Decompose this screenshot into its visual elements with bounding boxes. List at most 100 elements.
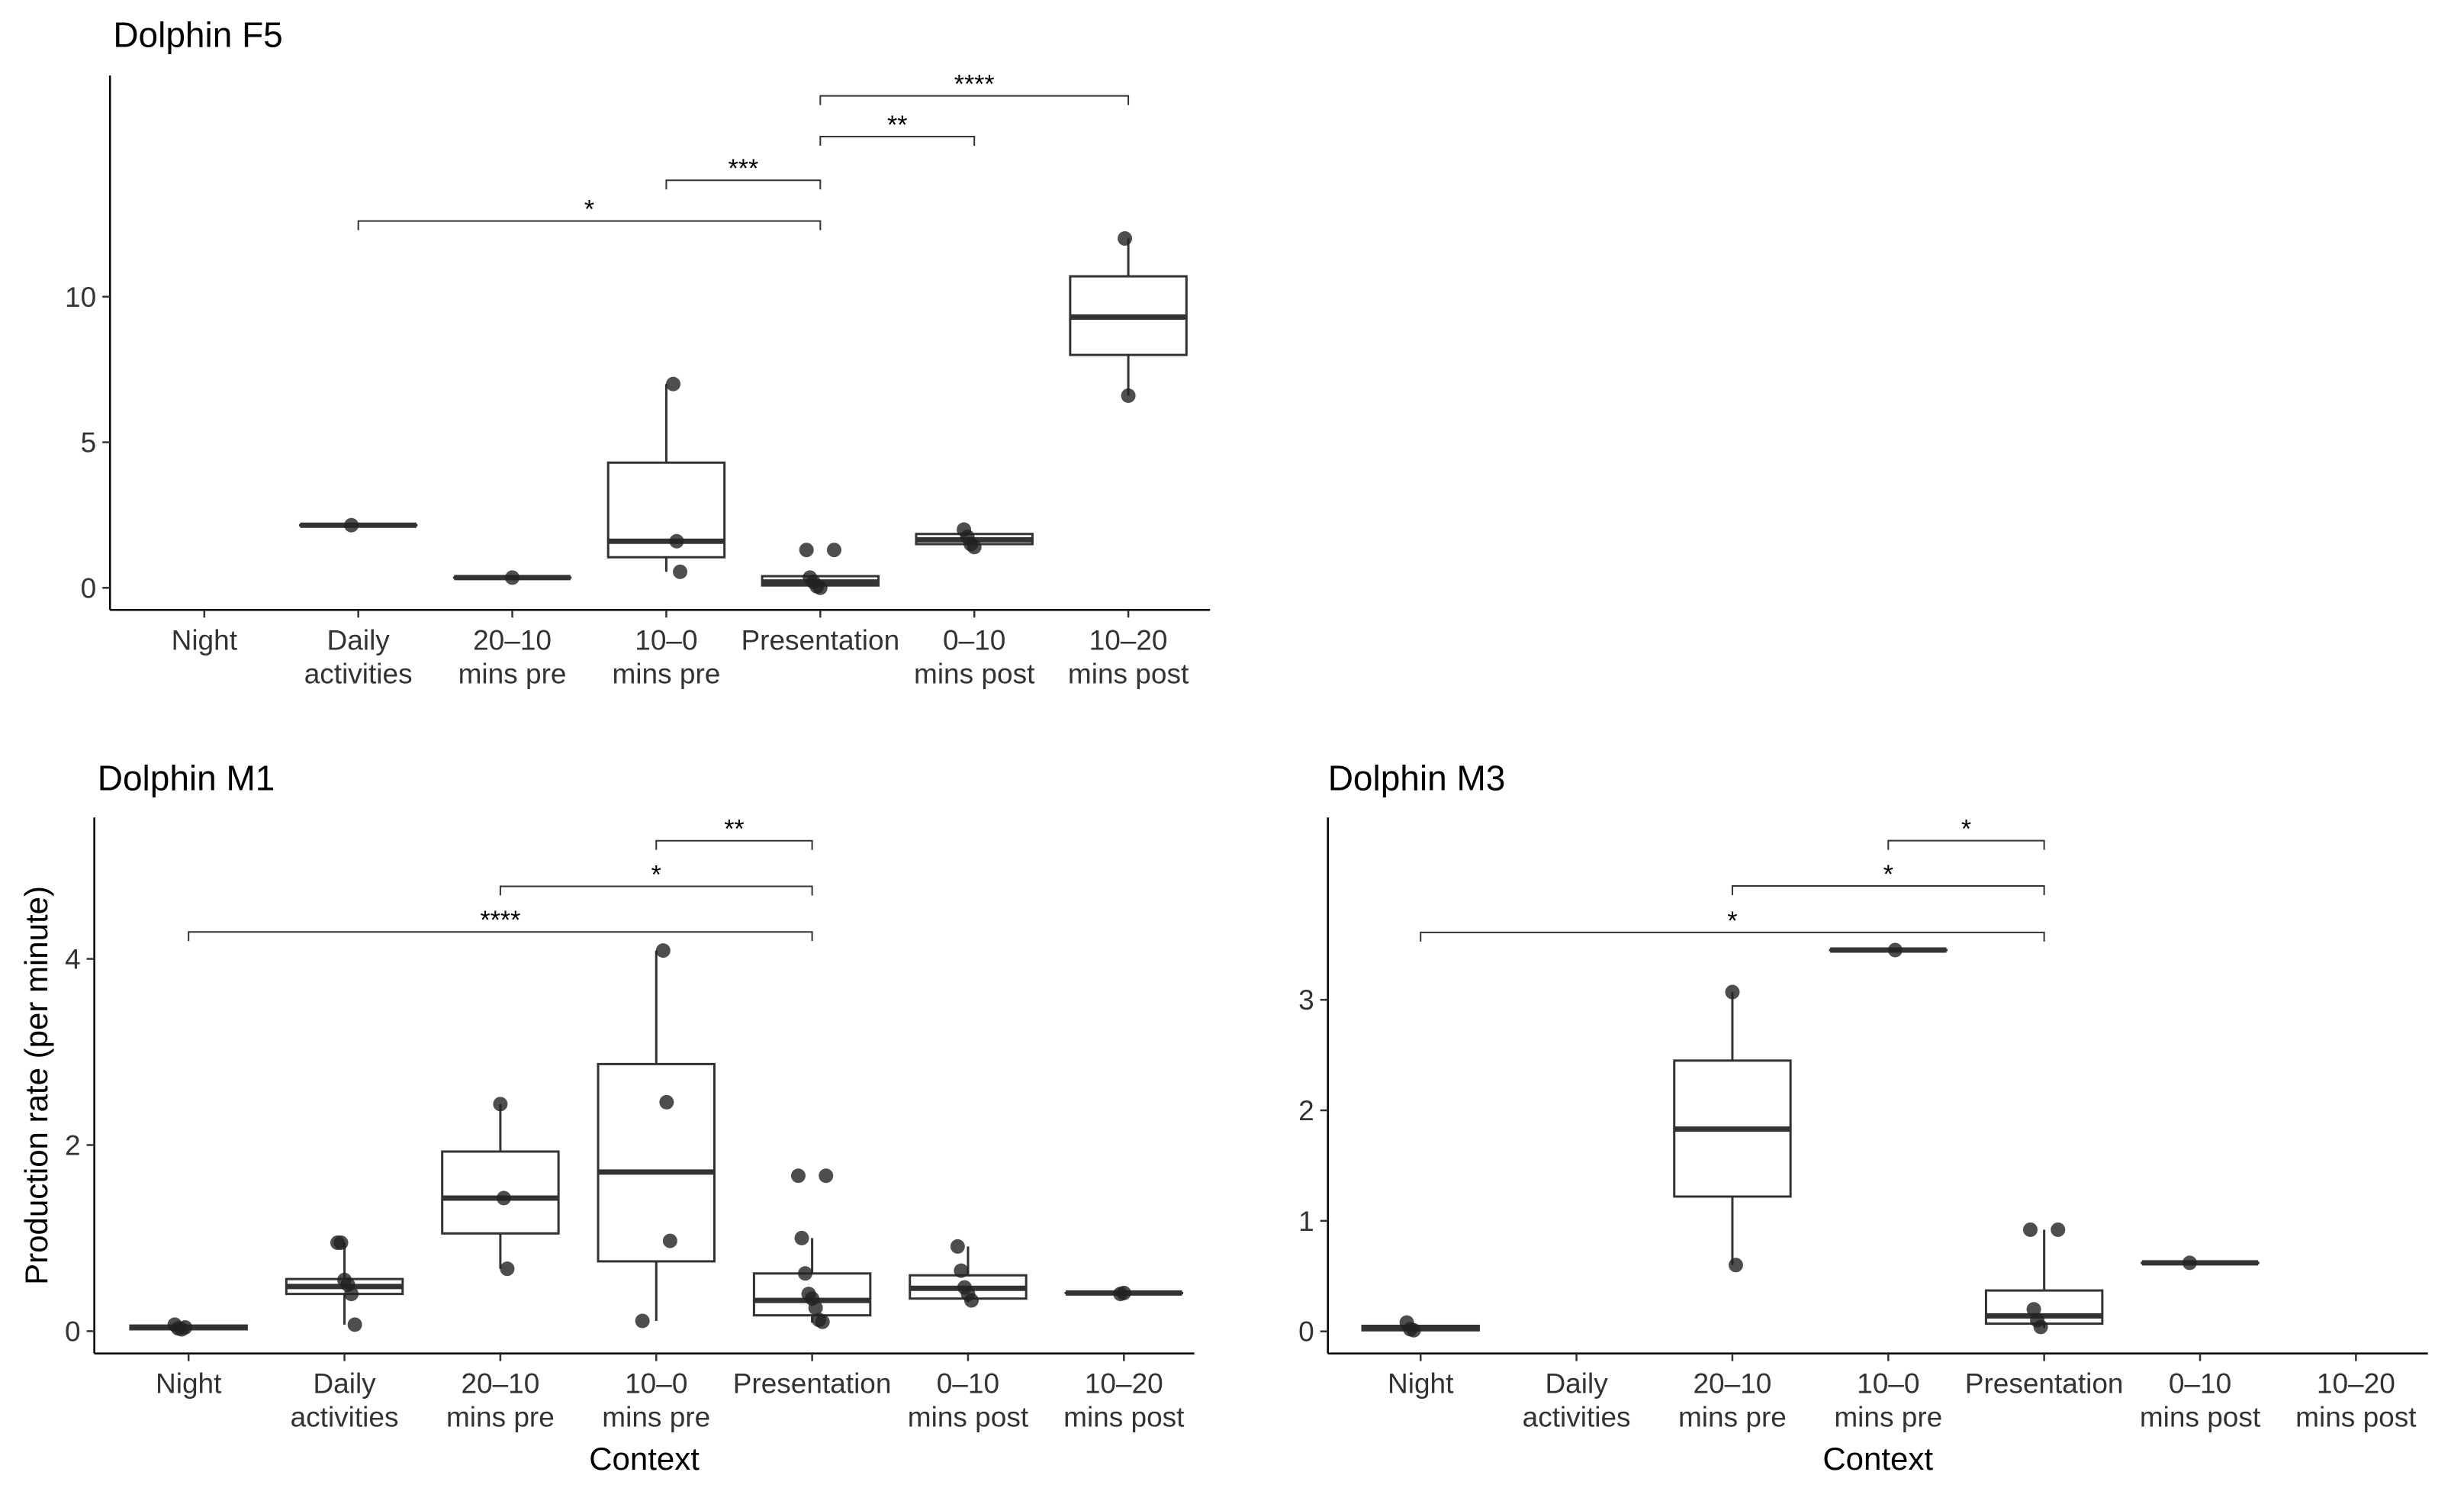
- label-line: mins post: [908, 1402, 1029, 1433]
- significance-label: *: [584, 195, 594, 224]
- data-point: [500, 1261, 515, 1277]
- y-tick-label: 0: [65, 1316, 81, 1347]
- y-tick-label: 2: [1298, 1095, 1314, 1126]
- x-tick-label: 0–10 mins post: [2140, 1368, 2261, 1433]
- significance-label: **: [887, 111, 907, 140]
- data-point: [2182, 1255, 2197, 1271]
- significance-bracket: [655, 839, 813, 850]
- label-line: mins post: [1068, 658, 1189, 689]
- data-point: [1118, 231, 1133, 246]
- label-line: 10–0: [625, 1368, 687, 1400]
- data-point: [1728, 1258, 1743, 1273]
- label-line: activities: [304, 658, 413, 689]
- x-axis-title: Context: [589, 1441, 700, 1477]
- data-point: [2051, 1222, 2066, 1237]
- y-axis-title: Production rate (per minute): [18, 886, 54, 1285]
- y-tick-label: 2: [65, 1129, 81, 1161]
- y-tick-label: 4: [65, 944, 81, 975]
- label-line: 10–0: [635, 624, 697, 656]
- data-point: [178, 1320, 193, 1335]
- y-tick-label: 1: [1298, 1206, 1314, 1237]
- label-line: 10–0: [1857, 1368, 1919, 1400]
- data-point: [635, 1313, 650, 1329]
- data-point: [496, 1190, 511, 1206]
- data-point: [505, 570, 520, 585]
- box: [597, 1062, 716, 1263]
- label-line: mins pre: [602, 1402, 710, 1433]
- label-line: Daily: [313, 1368, 376, 1400]
- significance-bracket: [665, 179, 822, 190]
- significance-bracket: [819, 95, 1130, 105]
- x-tick-label: Night: [172, 624, 238, 656]
- panel-title: Dolphin M1: [98, 759, 275, 798]
- label-line: mins pre: [1834, 1402, 1942, 1433]
- data-point: [1725, 984, 1740, 1000]
- label-line: Daily: [327, 624, 391, 656]
- data-point: [344, 1287, 359, 1302]
- data-point: [826, 543, 841, 558]
- label-line: Daily: [1545, 1368, 1608, 1400]
- data-point: [812, 580, 828, 595]
- data-point: [1121, 388, 1136, 404]
- label-line: 0–10: [943, 624, 1005, 656]
- y-tick-label: 3: [1298, 984, 1314, 1016]
- data-point: [333, 1235, 349, 1251]
- label-line: 20–10: [461, 1368, 539, 1400]
- x-tick-label: 20–10 mins pre: [446, 1368, 555, 1433]
- label-line: mins post: [2140, 1402, 2261, 1433]
- data-point: [794, 1230, 809, 1245]
- label-line: 0–10: [2169, 1368, 2231, 1400]
- label-line: mins pre: [458, 658, 567, 689]
- x-tick-label: Presentation: [733, 1368, 892, 1400]
- x-tick-label: Night: [156, 1368, 222, 1400]
- data-point: [954, 1263, 969, 1278]
- significance-bracket: [188, 931, 813, 942]
- significance-label: ****: [480, 906, 520, 935]
- x-tick-label: 10–0 mins pre: [602, 1368, 710, 1433]
- label-line: 20–10: [1693, 1368, 1771, 1400]
- data-point: [655, 943, 671, 958]
- label-line: mins pre: [1678, 1402, 1787, 1433]
- data-point: [2023, 1222, 2038, 1237]
- label-line: mins post: [2295, 1402, 2417, 1433]
- x-tick-label: 10–20 mins post: [1063, 1368, 1185, 1433]
- data-point: [344, 517, 359, 533]
- label-line: 10–20: [1085, 1368, 1163, 1400]
- y-tick-label: 0: [81, 572, 97, 604]
- label-line: 10–20: [2317, 1368, 2395, 1400]
- y-tick-label: 5: [81, 427, 97, 459]
- data-point: [347, 1317, 362, 1332]
- data-point: [659, 1094, 674, 1110]
- data-point: [819, 1168, 834, 1184]
- data-point: [967, 540, 982, 555]
- data-point: [662, 1233, 677, 1248]
- x-tick-label: 10–20 mins post: [1068, 624, 1189, 689]
- significance-label: ****: [954, 70, 995, 99]
- data-point: [1406, 1322, 1421, 1338]
- x-tick-label: 0–10 mins post: [914, 624, 1035, 689]
- data-point: [2033, 1319, 2048, 1335]
- x-tick-label: 0–10 mins post: [908, 1368, 1029, 1433]
- data-point: [1116, 1285, 1131, 1300]
- x-tick-label: Presentation: [741, 624, 899, 656]
- significance-bracket: [819, 135, 976, 146]
- significance-label: *: [651, 860, 661, 889]
- data-point: [673, 564, 688, 579]
- data-point: [799, 543, 814, 558]
- significance-label: *: [1727, 907, 1737, 936]
- significance-bracket: [1420, 931, 2045, 942]
- x-tick-label: 10–0 mins pre: [612, 624, 720, 689]
- label-line: activities: [291, 1402, 399, 1433]
- data-point: [950, 1239, 965, 1254]
- significance-bracket: [499, 885, 813, 896]
- label-line: mins post: [1063, 1402, 1185, 1433]
- x-tick-label: Daily activities: [1523, 1368, 1631, 1433]
- significance-label: *: [1961, 815, 1971, 844]
- label-line: mins pre: [612, 658, 720, 689]
- data-point: [963, 1293, 979, 1308]
- data-point: [1887, 942, 1903, 958]
